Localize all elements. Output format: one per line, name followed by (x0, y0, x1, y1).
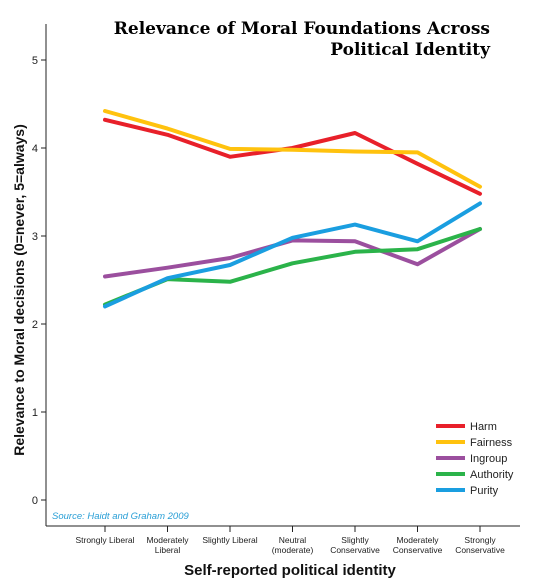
x-tick-label: Slightly Liberal (202, 535, 257, 545)
series-line-purity (103, 201, 482, 309)
source-note: Source: Haidt and Graham 2009 (52, 511, 189, 522)
y-tick-label: 3 (32, 231, 38, 243)
x-tick-label: Neutral (moderate) (272, 535, 314, 555)
y-tick-label: 0 (32, 495, 38, 507)
y-tick-label: 1 (32, 407, 38, 419)
legend-label: Purity (470, 485, 499, 497)
x-tick-label: Moderately Conservative (393, 535, 443, 555)
y-tick-label: 4 (32, 143, 38, 155)
y-tick-label: 2 (32, 319, 38, 331)
x-axis-label: Self-reported political identity (184, 562, 396, 579)
x-axis-ticks: Strongly Liberal Moderately Liberal Slightl… (75, 526, 505, 555)
chart-title-line: Relevance of Moral Foundations Across (114, 19, 490, 39)
y-tick-label: 5 (32, 55, 38, 67)
legend: Harm Fairness Ingroup Authority Purity (436, 421, 514, 497)
x-tick-label: Strongly Liberal (75, 535, 134, 545)
legend-label: Harm (470, 421, 497, 433)
series-line-fairness (103, 109, 482, 189)
axes (45, 24, 520, 527)
x-tick-label: Slightly Conservative (330, 535, 380, 555)
legend-label: Fairness (470, 437, 513, 449)
chart-title-line: Political Identity (330, 40, 491, 60)
x-tick-label: Moderately Liberal (146, 535, 189, 555)
series-lines (103, 109, 482, 309)
y-axis-label: Relevance to Moral decisions (0=never, 5… (11, 124, 27, 456)
x-tick-label: Strongly Conservative (455, 535, 505, 555)
legend-label: Ingroup (470, 453, 507, 465)
legend-label: Authority (470, 469, 514, 481)
series-line-ingroup (103, 227, 482, 279)
y-axis-ticks: 0 1 2 3 4 5 (32, 55, 46, 507)
chart-title: Relevance of Moral Foundations AcrossPol… (114, 19, 491, 60)
